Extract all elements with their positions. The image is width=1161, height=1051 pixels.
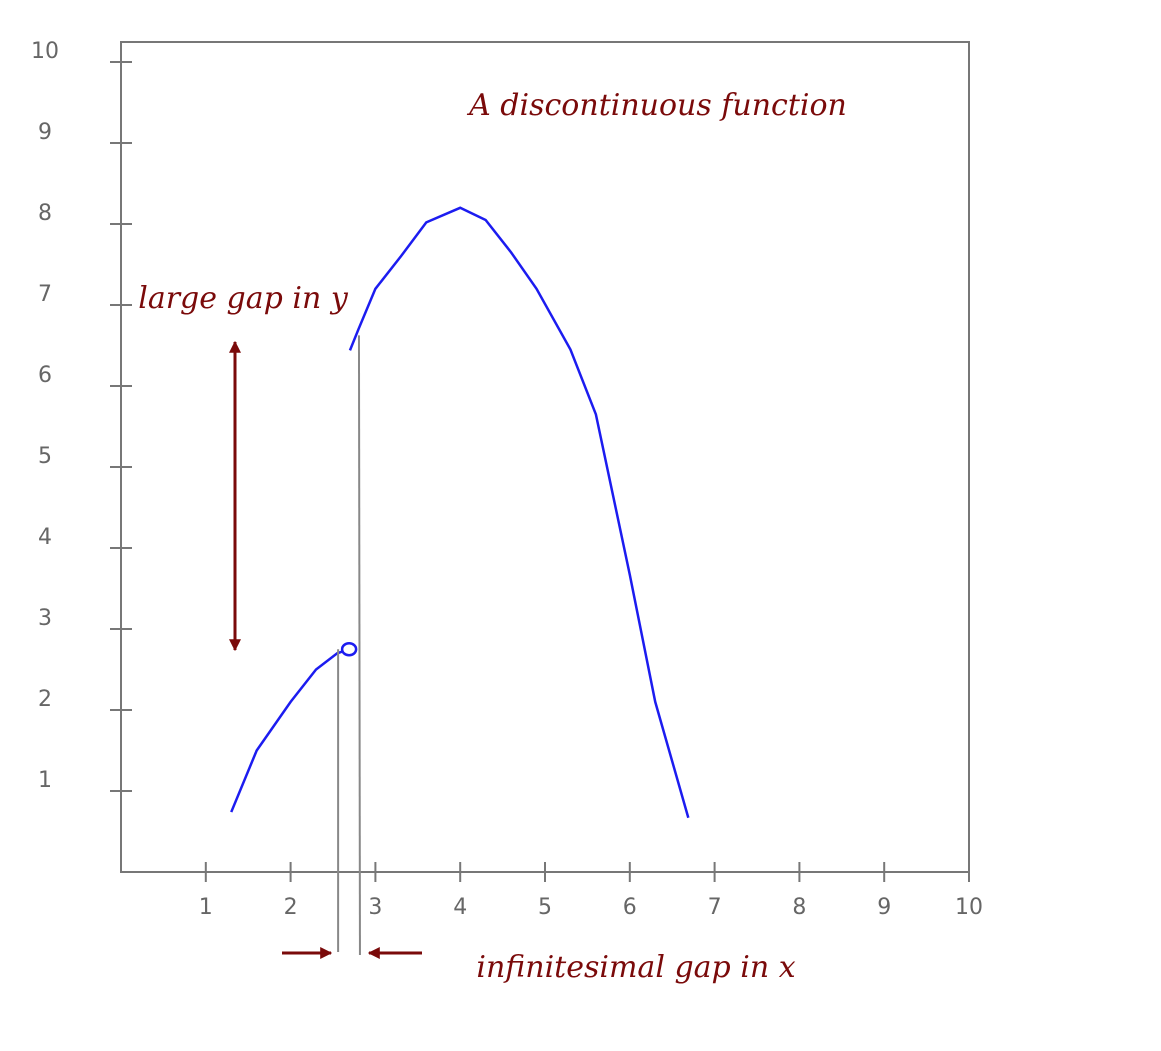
annotation: large gap in y	[138, 281, 349, 316]
annotation: infinitesimal gap in x	[476, 950, 795, 985]
x-tick-label: 4	[453, 895, 467, 920]
y-tick-label: 6	[38, 363, 52, 388]
x-tick-label: 9	[877, 895, 891, 920]
y-tick-label: 3	[38, 606, 52, 631]
chart-title: A discontinuous function	[466, 88, 847, 123]
open-point	[340, 642, 358, 657]
x-tick-label: 5	[538, 895, 552, 920]
y-tick-label: 8	[38, 201, 52, 226]
y-tick-label: 5	[38, 444, 52, 469]
y-tick-label: 4	[38, 525, 52, 550]
x-tick-label: 7	[708, 895, 722, 920]
x-tick-label: 2	[284, 895, 298, 920]
line-series	[230, 648, 350, 813]
y-tick-label: 9	[38, 120, 52, 145]
guide-line	[357, 335, 361, 956]
x-tick-label: 6	[623, 895, 637, 920]
x-tick-label: 8	[792, 895, 806, 920]
y-tick-label: 2	[38, 687, 52, 712]
y-tick-label: 10	[31, 39, 59, 64]
x-tick-label: 3	[368, 895, 382, 920]
plot-frame	[120, 41, 970, 873]
line-series	[348, 206, 690, 819]
y-tick-label: 7	[38, 282, 52, 307]
y-tick-label: 1	[38, 768, 52, 793]
x-tick-label: 10	[955, 895, 983, 920]
x-tick-label: 1	[199, 895, 213, 920]
